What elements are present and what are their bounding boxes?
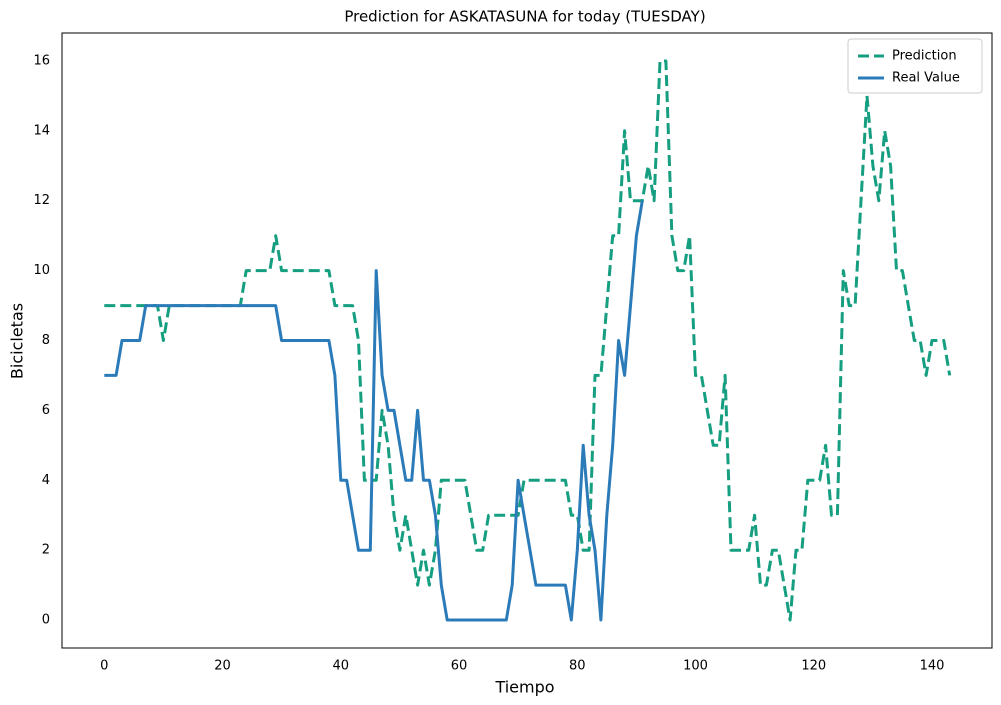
y-tick-label: 10 — [33, 263, 50, 278]
x-tick-label: 20 — [214, 659, 231, 674]
y-tick-label: 12 — [33, 193, 50, 208]
line-series — [104, 200, 644, 622]
y-tick-label: 2 — [42, 543, 50, 558]
y-tick-label: 16 — [33, 53, 50, 68]
x-tick-label: 100 — [683, 659, 708, 674]
x-axis-label: Tiempo — [494, 678, 554, 697]
x-tick-label: 120 — [801, 659, 826, 674]
line-series — [104, 59, 952, 622]
x-tick-label: 40 — [332, 659, 349, 674]
y-tick-label: 8 — [42, 333, 50, 348]
legend-label: Real Value — [892, 71, 960, 86]
chart-title: Prediction for ASKATASUNA for today (TUE… — [344, 8, 705, 26]
y-tick-label: 6 — [42, 403, 50, 418]
y-axis-label: Bicicletas — [8, 303, 27, 379]
x-tick-label: 60 — [451, 659, 468, 674]
legend-label: Prediction — [892, 49, 957, 64]
x-tick-label: 0 — [100, 659, 108, 674]
plot-frame — [61, 32, 993, 649]
x-tick-label: 80 — [569, 659, 586, 674]
y-tick-label: 0 — [42, 613, 50, 628]
y-tick-label: 14 — [33, 123, 50, 138]
x-tick-label: 140 — [920, 659, 945, 674]
y-tick-label: 4 — [42, 473, 50, 488]
